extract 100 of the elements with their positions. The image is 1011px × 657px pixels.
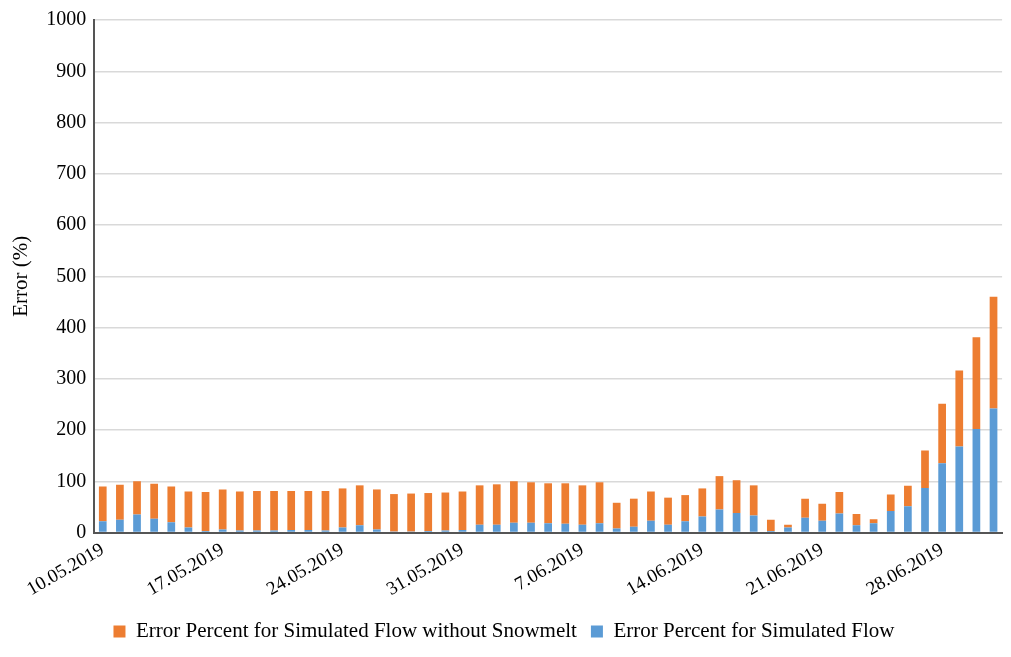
bar (904, 506, 912, 532)
bar (372, 489, 381, 530)
bar (595, 482, 604, 524)
bar (989, 408, 998, 532)
bar (98, 521, 107, 532)
bar (749, 515, 758, 532)
bar (921, 450, 929, 488)
y-tick-label: 100 (56, 468, 87, 491)
bar (116, 519, 124, 532)
bar (544, 483, 552, 524)
bar (304, 490, 313, 530)
bar (561, 523, 570, 532)
bar (766, 519, 775, 531)
bar (355, 485, 364, 526)
bar (715, 476, 724, 510)
bar (287, 490, 296, 530)
bar (801, 517, 809, 532)
bar (629, 526, 638, 532)
bar (390, 494, 398, 532)
bar (647, 520, 655, 532)
y-tick-label: 200 (56, 417, 87, 440)
bar (133, 481, 141, 515)
bar (732, 513, 741, 532)
bar (904, 485, 912, 507)
bar (647, 491, 655, 521)
bar (527, 522, 535, 532)
y-tick-label: 0 (76, 519, 87, 542)
bar (116, 484, 124, 520)
bar (681, 521, 690, 532)
bar (664, 524, 672, 532)
bar (338, 488, 347, 528)
bar (492, 524, 501, 532)
bar (921, 487, 929, 532)
bar (578, 485, 587, 525)
bar (355, 525, 364, 532)
bar (167, 522, 176, 532)
bar (629, 498, 638, 527)
bar (253, 490, 261, 531)
bar (218, 489, 227, 530)
bar (612, 528, 621, 532)
bar (681, 495, 690, 522)
y-tick-label: 1000 (46, 7, 87, 30)
bar (955, 370, 964, 447)
bar (424, 493, 433, 531)
bar (133, 514, 141, 532)
bar (407, 493, 415, 532)
bar (955, 446, 964, 532)
y-axis-title: Error (%) (8, 235, 33, 317)
bar (458, 491, 467, 530)
y-tick-label: 700 (56, 161, 87, 183)
bar (784, 527, 792, 532)
bar (218, 529, 227, 532)
bar (869, 523, 878, 532)
bar (510, 481, 518, 523)
bar (321, 490, 330, 531)
legend-label: Error Percent for Simulated Flow without Snowmelt (135, 618, 578, 643)
bar (938, 403, 946, 464)
bar (886, 494, 895, 511)
bar (989, 296, 998, 409)
bar (98, 486, 107, 522)
bar (698, 488, 707, 517)
bar (167, 486, 176, 523)
y-tick-label: 800 (56, 109, 87, 132)
y-tick-label: 500 (56, 263, 87, 286)
bar (886, 510, 895, 532)
bar (150, 518, 159, 532)
legend-label: Error Percent for Simulated Flow (613, 618, 896, 643)
bar (612, 502, 621, 529)
bar (732, 480, 741, 514)
bar (492, 484, 501, 525)
bar (938, 463, 946, 532)
bar (664, 497, 672, 525)
bar (475, 524, 484, 532)
y-tick-label: 600 (56, 212, 87, 235)
y-tick-label: 400 (56, 314, 87, 337)
bar (184, 527, 193, 532)
bar (852, 525, 861, 532)
bar (578, 524, 587, 532)
bar (372, 529, 381, 532)
bar (835, 513, 844, 532)
y-tick-label: 300 (56, 366, 87, 388)
bar (150, 483, 159, 519)
bar (338, 527, 347, 532)
bar (510, 522, 518, 532)
bar (835, 492, 844, 514)
bar (972, 428, 981, 532)
bar (235, 491, 244, 531)
bar (561, 483, 570, 524)
bar (270, 490, 278, 531)
bar (749, 485, 758, 516)
bar (595, 523, 604, 532)
bar (818, 503, 827, 521)
bar (818, 520, 827, 532)
bar (527, 482, 535, 523)
bar (201, 492, 210, 531)
bar (698, 516, 707, 532)
y-tick-label: 900 (56, 58, 87, 81)
bar (544, 523, 552, 532)
bar (972, 337, 981, 429)
bar (801, 498, 809, 518)
